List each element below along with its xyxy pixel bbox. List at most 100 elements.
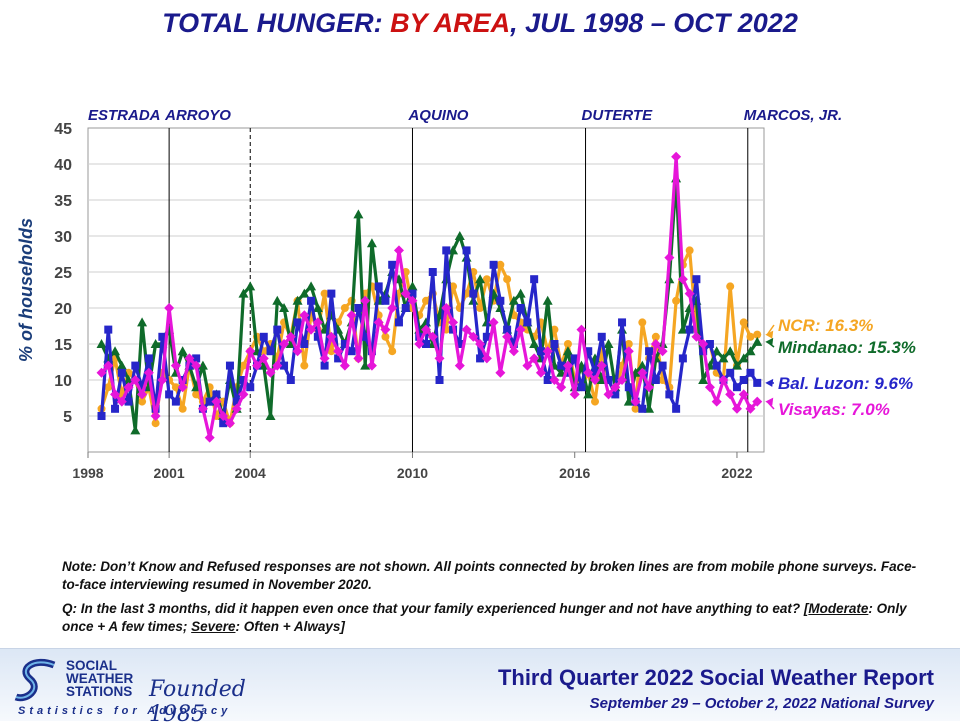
point-bal-luzon [469, 290, 477, 298]
point-bal-luzon [652, 376, 660, 384]
point-visayas [495, 368, 505, 378]
y-axis-label: % of households [16, 218, 36, 362]
admin-label: DUTERTE [582, 107, 654, 124]
point-visayas [164, 303, 174, 313]
point-bal-luzon [726, 369, 734, 377]
point-mindanao [353, 209, 363, 218]
point-visayas [712, 397, 722, 407]
point-bal-luzon [429, 268, 437, 276]
point-bal-luzon [354, 304, 362, 312]
y-tick-label: 10 [54, 373, 72, 390]
point-bal-luzon [246, 383, 254, 391]
admin-label: ARROYO [164, 107, 231, 124]
point-visayas [671, 152, 681, 162]
point-bal-luzon [638, 405, 646, 413]
point-bal-luzon [598, 333, 606, 341]
end-label-visayas: Visayas: 7.0% [778, 400, 890, 419]
admin-label: MARCOS, JR. [744, 107, 842, 124]
point-bal-luzon [618, 318, 626, 326]
point-bal-luzon [713, 362, 721, 370]
point-visayas [732, 404, 742, 414]
sws-logo: SOCIAL WEATHER STATIONS Founded 1985 Sta… [14, 655, 264, 717]
point-bal-luzon [172, 398, 180, 406]
point-ncr [726, 282, 734, 290]
point-bal-luzon [625, 383, 633, 391]
point-ncr [591, 398, 599, 406]
y-tick-label: 35 [54, 193, 72, 210]
point-bal-luzon [267, 347, 275, 355]
end-label-bal-luzon: Bal. Luzon: 9.6% [778, 374, 913, 393]
point-bal-luzon [226, 362, 234, 370]
point-bal-luzon [98, 412, 106, 420]
x-tick-label: 2001 [154, 465, 185, 481]
point-bal-luzon [523, 318, 531, 326]
note-text: Note: Don’t Know and Refused responses a… [62, 558, 922, 594]
admin-label: AQUINO [407, 107, 468, 124]
logo-text: SOCIAL WEATHER STATIONS [66, 659, 133, 698]
point-bal-luzon [672, 405, 680, 413]
point-bal-luzon [145, 354, 153, 362]
point-bal-luzon [577, 383, 585, 391]
notes: Note: Don’t Know and Refused responses a… [62, 558, 922, 642]
question-prefix: Q: In the last 3 months, did it happen e… [62, 601, 808, 616]
moderate-term: Moderate [808, 601, 868, 616]
point-bal-luzon [307, 297, 315, 305]
point-ncr [300, 362, 308, 370]
end-arrowhead-mindanao [765, 338, 773, 346]
point-bal-luzon [665, 390, 673, 398]
point-bal-luzon [348, 347, 356, 355]
tagline: Statistics for Advocacy [18, 705, 231, 717]
point-bal-luzon [463, 246, 471, 254]
point-bal-luzon [381, 297, 389, 305]
point-mindanao [178, 346, 188, 355]
plot-frame [88, 128, 764, 452]
point-mindanao [543, 296, 553, 305]
footer: SOCIAL WEATHER STATIONS Founded 1985 Sta… [0, 648, 960, 721]
point-mindanao [137, 317, 147, 326]
end-label-mindanao: Mindanao: 15.3% [778, 338, 916, 357]
point-bal-luzon [111, 405, 119, 413]
point-mindanao [245, 281, 255, 290]
point-bal-luzon [692, 275, 700, 283]
point-bal-luzon [402, 304, 410, 312]
point-bal-luzon [436, 376, 444, 384]
point-ncr [638, 318, 646, 326]
report-title: Third Quarter 2022 Social Weather Report [498, 665, 934, 691]
point-visayas [435, 353, 445, 363]
point-bal-luzon [294, 318, 302, 326]
point-bal-luzon [490, 261, 498, 269]
point-ncr [388, 347, 396, 355]
point-mindanao [130, 425, 140, 434]
point-ncr [672, 297, 680, 305]
logo-line-3: STATIONS [66, 685, 133, 698]
x-tick-label: 2016 [559, 465, 590, 481]
y-tick-label: 5 [63, 409, 72, 426]
point-bal-luzon [686, 326, 694, 334]
point-bal-luzon [733, 383, 741, 391]
point-bal-luzon [659, 362, 667, 370]
point-bal-luzon [746, 369, 754, 377]
point-bal-luzon [165, 390, 173, 398]
point-ncr [686, 246, 694, 254]
end-arrowhead-bal-luzon [765, 379, 773, 387]
point-ncr [179, 405, 187, 413]
point-mindanao [117, 361, 127, 370]
point-bal-luzon [375, 282, 383, 290]
y-tick-label: 30 [54, 229, 72, 246]
point-bal-luzon [517, 304, 525, 312]
x-tick-label: 2022 [721, 465, 752, 481]
point-bal-luzon [530, 275, 538, 283]
point-visayas [576, 325, 586, 335]
point-bal-luzon [104, 326, 112, 334]
point-bal-luzon [260, 333, 268, 341]
point-bal-luzon [753, 379, 761, 387]
point-bal-luzon [388, 261, 396, 269]
question-text: Q: In the last 3 months, did it happen e… [62, 600, 922, 636]
severe-term: Severe [191, 619, 235, 634]
admin-label: ESTRADA [88, 107, 161, 124]
end-label-ncr: NCR: 16.3% [778, 316, 873, 335]
point-bal-luzon [131, 362, 139, 370]
y-tick-label: 25 [54, 265, 72, 282]
x-tick-label: 2010 [397, 465, 428, 481]
